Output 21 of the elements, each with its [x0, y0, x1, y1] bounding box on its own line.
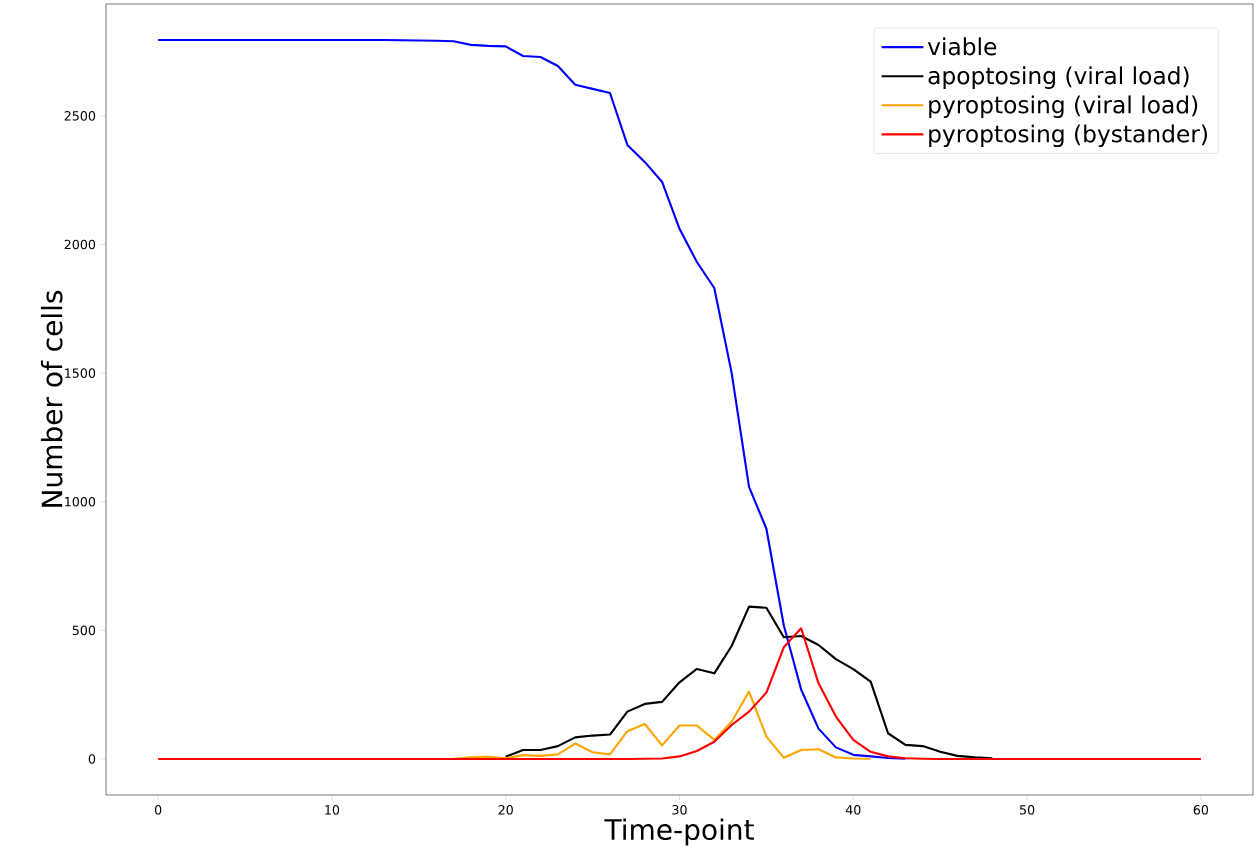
x-tick-label: 0 — [154, 805, 162, 815]
legend-label: pyroptosing (viral load) — [929, 95, 1198, 119]
x-tick-label: 50 — [1020, 805, 1035, 815]
line-series — [504, 605, 994, 760]
legend-label: pyroptosing (bystander) — [929, 124, 1207, 148]
x-tick-label: 40 — [845, 805, 861, 815]
legend-label: viable — [927, 37, 997, 56]
y-tick-label: 1500 — [65, 368, 96, 378]
x-tick-label: 30 — [672, 805, 687, 815]
y-tick-label: 0 — [88, 754, 96, 764]
y-tick-label: 2000 — [64, 239, 96, 250]
y-tick-label: 2500 — [64, 111, 96, 121]
y-tick-label: 1000 — [65, 496, 96, 507]
x-tick-label: 60 — [1193, 805, 1209, 815]
legend-label: apoptosing (viral load) — [928, 66, 1189, 89]
x-tick-label: 10 — [325, 805, 340, 815]
line-series — [452, 690, 872, 760]
x-tick-label: 20 — [498, 805, 513, 815]
x-axis-title: Time-point — [604, 818, 754, 846]
y-tick-label: 500 — [72, 625, 96, 636]
y-axis-title: Number of cells — [40, 290, 63, 507]
